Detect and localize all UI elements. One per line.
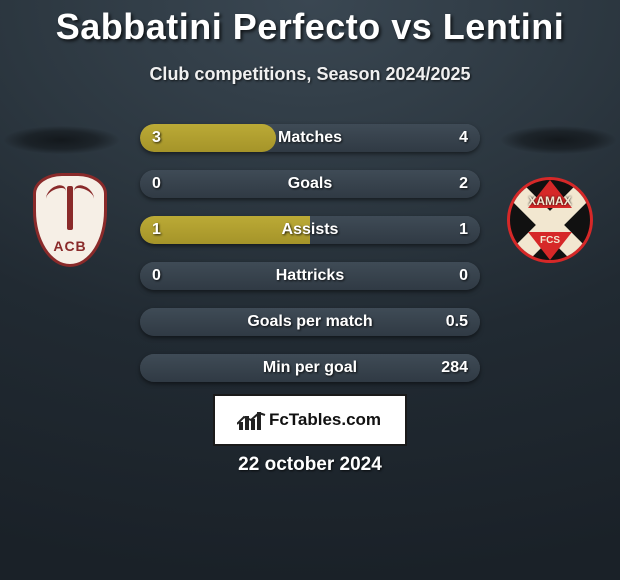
stat-row: 11Assists (140, 216, 480, 244)
stat-row: 34Matches (140, 124, 480, 152)
stat-label: Goals (140, 170, 480, 198)
stat-label: Assists (140, 216, 480, 244)
brand-box[interactable]: FcTables.com (213, 394, 407, 446)
stats-bars: 34Matches 02Goals 11Assists 00Hattricks 0.5G… (140, 124, 480, 382)
stat-row: 0.5Goals per match (140, 308, 480, 336)
badge-xamax: XAMAX FCS (507, 177, 593, 263)
badge-left-text: ACB (36, 238, 104, 254)
badge-right-text: XAMAX (510, 194, 590, 212)
page-title: Sabbatini Perfecto vs Lentini (0, 0, 620, 48)
team-left-logo: ACB (20, 170, 120, 270)
stat-row: 284Min per goal (140, 354, 480, 382)
page-subtitle: Club competitions, Season 2024/2025 (0, 64, 620, 85)
logo-shadow-left (4, 126, 119, 154)
stat-row: 02Goals (140, 170, 480, 198)
logo-shadow-right (501, 126, 616, 154)
stat-label: Matches (140, 124, 480, 152)
badge-right-sub: FCS (510, 235, 590, 246)
badge-acb: ACB (33, 173, 107, 267)
stat-label: Hattricks (140, 262, 480, 290)
stat-row: 00Hattricks (140, 262, 480, 290)
content: Sabbatini Perfecto vs Lentini Club compe… (0, 0, 620, 580)
team-right-logo: XAMAX FCS (500, 170, 600, 270)
date-text: 22 october 2024 (0, 454, 620, 476)
bar-chart-icon (239, 410, 265, 430)
stat-label: Goals per match (140, 308, 480, 336)
stat-label: Min per goal (140, 354, 480, 382)
brand-text: FcTables.com (269, 410, 381, 430)
